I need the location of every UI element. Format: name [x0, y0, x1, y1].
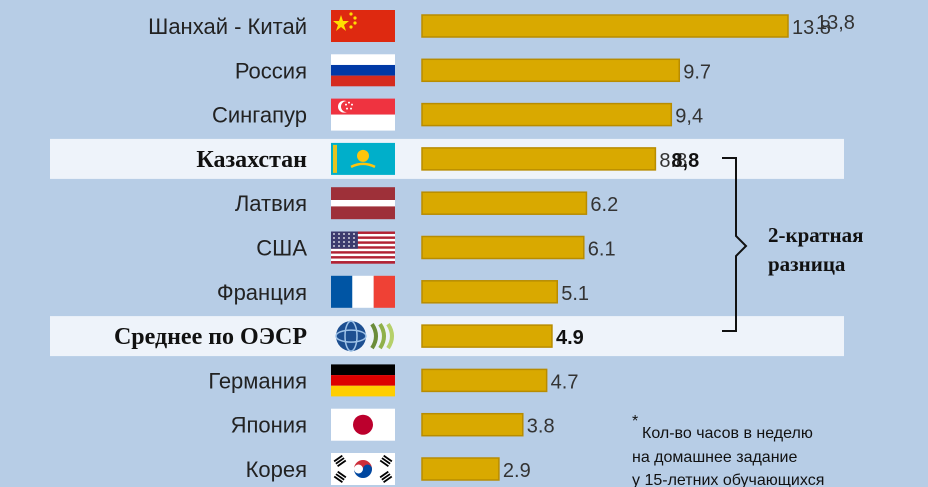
- flag-icons: [331, 10, 395, 485]
- footnote-line-2: на домашнее задание: [632, 449, 797, 466]
- bar-корея: [421, 457, 500, 481]
- bar-сша: [421, 235, 585, 260]
- value-label-германия: 4.7: [551, 371, 579, 393]
- category-label-среднее-по-оэср: Среднее по ОЭСР: [114, 324, 307, 350]
- bar-германия: [421, 368, 548, 393]
- footnote-marker: *: [632, 413, 638, 430]
- singapore-flag-icon: [331, 98, 395, 131]
- brace-icon: [722, 157, 748, 332]
- korea-flag-icon: [331, 453, 395, 485]
- category-label-япония: Япония: [231, 413, 307, 438]
- footnote-line-1: Кол-во часов в неделю: [642, 425, 813, 442]
- value-labels: 13.813,8 9.7 9,4 8.88,8 6.2 6.1 5.1 4.9 4.7 3.8 2.…: [503, 12, 855, 482]
- category-label-сингапур: Сингапур: [212, 103, 307, 128]
- oecd-logo-icon: [335, 320, 394, 352]
- value-label-сингапур: 9,4: [675, 106, 703, 128]
- value-label-латвия: 6.2: [590, 194, 618, 216]
- footnote-line-3: у 15-летних обучающихся: [632, 472, 824, 487]
- bars: [421, 14, 789, 481]
- japan-flag-icon: [331, 408, 395, 441]
- category-label-латвия: Латвия: [235, 191, 307, 216]
- bar-среднее-по-оэср: [421, 324, 553, 348]
- footnote: * Кол-во часов в неделю на домашнее зада…: [632, 413, 824, 487]
- kazakhstan-flag-icon: [331, 142, 395, 175]
- usa-flag-icon: [331, 231, 395, 264]
- bar-шанхай-китай: [421, 14, 789, 38]
- bar-сингапур: [421, 102, 673, 127]
- russia-flag-icon: [331, 54, 395, 87]
- latvia-flag-icon: [331, 187, 395, 220]
- bar-франция: [421, 280, 559, 304]
- overlay-label-казахстан: 8,8: [671, 150, 699, 172]
- comparison-brace: 2-кратная разница: [722, 157, 864, 332]
- value-label-среднее-по-оэср: 4.9: [556, 327, 584, 349]
- value-label-россия: 9.7: [683, 61, 711, 83]
- category-label-германия: Германия: [208, 368, 307, 393]
- value-label-казахстан: 8.8: [659, 150, 687, 172]
- category-labels: Шанхай - Китай Россия Сингапур Казахстан Лат…: [114, 14, 307, 482]
- category-label-франция: Франция: [217, 280, 307, 305]
- bar-россия: [421, 58, 681, 83]
- value-label-шанхай-китай: 13.8: [792, 17, 831, 39]
- bar-япония: [421, 412, 524, 437]
- value-label-сша: 6.1: [588, 239, 616, 261]
- category-label-россия: Россия: [235, 58, 307, 83]
- brace-label-line-2: разница: [768, 252, 846, 276]
- brace-label-line-1: 2-кратная: [768, 223, 864, 247]
- category-label-сша: США: [256, 236, 307, 261]
- bar-казахстан: [421, 147, 657, 171]
- france-flag-icon: [331, 275, 395, 308]
- value-label-япония: 3.8: [527, 416, 555, 438]
- china-flag-icon: [331, 10, 395, 42]
- value-label-франция: 5.1: [561, 283, 589, 305]
- category-label-казахстан: Казахстан: [196, 147, 307, 173]
- germany-flag-icon: [331, 364, 395, 397]
- category-label-шанхай-китай: Шанхай - Китай: [148, 14, 307, 39]
- bar-латвия: [421, 191, 588, 215]
- category-label-корея: Корея: [246, 457, 307, 482]
- overlay-label-шанхай-китай: 13,8: [816, 12, 855, 34]
- value-label-корея: 2.9: [503, 460, 531, 482]
